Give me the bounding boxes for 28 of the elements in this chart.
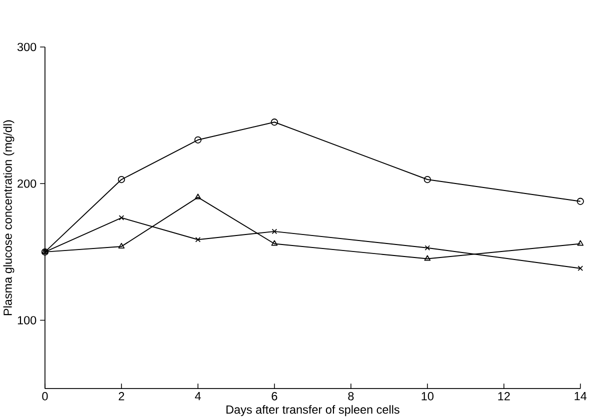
x-tick-label: 4 [194, 392, 201, 400]
point [424, 245, 430, 250]
x-tick-label: 10 [422, 392, 434, 400]
point [424, 255, 431, 261]
point [194, 194, 202, 200]
y-tick-label: 200 [18, 179, 36, 188]
point [270, 118, 278, 126]
y-tick-label: 300 [17, 42, 36, 51]
x-tick-label: 12 [498, 392, 510, 400]
point [118, 214, 124, 220]
point [577, 240, 584, 246]
point [195, 236, 201, 242]
x-tick-label: 2 [118, 392, 124, 400]
x-tick-label: 0 [42, 392, 48, 400]
x-axis-title: Days after transfer of spleen cells [226, 404, 400, 416]
x-tick-label: 8 [348, 392, 354, 400]
point [118, 176, 126, 183]
point [576, 198, 584, 205]
y-axis-title: Plasma glucose concentration (mg/dl) [3, 120, 14, 315]
point [271, 240, 278, 246]
point [578, 266, 584, 271]
y-tick-label: 100 [18, 316, 36, 324]
x-tick-label: 14 [574, 392, 587, 400]
point [272, 228, 278, 234]
point [194, 136, 202, 144]
x-tick-label: 6 [272, 392, 278, 400]
point [424, 176, 431, 183]
point [118, 242, 125, 248]
